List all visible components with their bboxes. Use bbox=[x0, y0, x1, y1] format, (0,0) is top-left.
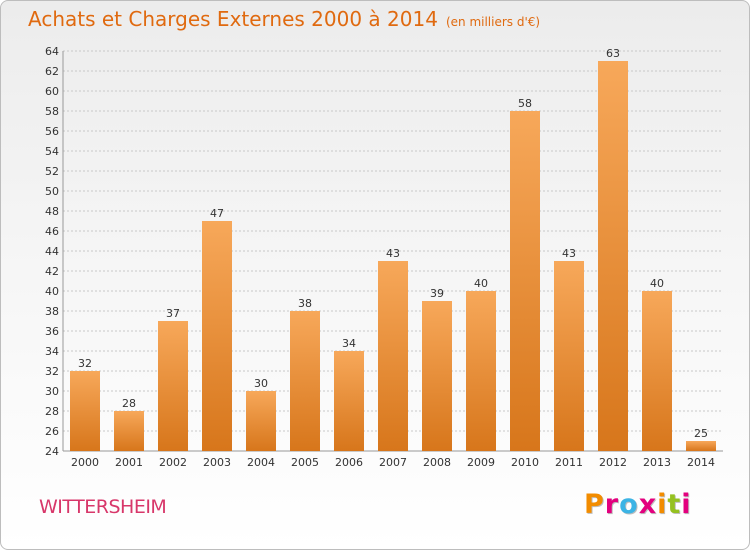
y-tick-label: 42 bbox=[45, 265, 59, 278]
x-tick-label: 2013 bbox=[643, 456, 671, 469]
x-tick-label: 2001 bbox=[115, 456, 143, 469]
x-tick-label: 2012 bbox=[599, 456, 627, 469]
data-label: 37 bbox=[166, 307, 180, 320]
data-label: 43 bbox=[386, 247, 400, 260]
data-label: 40 bbox=[474, 277, 488, 290]
bar bbox=[378, 261, 408, 451]
chart-title: Achats et Charges Externes 2000 à 2014 (e… bbox=[28, 7, 540, 31]
brand-letter: i bbox=[657, 489, 668, 520]
bar bbox=[158, 321, 188, 451]
y-tick-label: 56 bbox=[45, 125, 59, 138]
data-label: 43 bbox=[562, 247, 576, 260]
y-tick-label: 24 bbox=[45, 445, 59, 458]
brand-letter: i bbox=[681, 489, 692, 520]
bar bbox=[202, 221, 232, 451]
x-tick-label: 2000 bbox=[71, 456, 99, 469]
y-tick-label: 36 bbox=[45, 325, 59, 338]
y-tick-label: 28 bbox=[45, 405, 59, 418]
bar bbox=[642, 291, 672, 451]
x-tick-label: 2002 bbox=[159, 456, 187, 469]
brand-letter: t bbox=[667, 489, 682, 520]
data-label: 63 bbox=[606, 47, 620, 60]
bar bbox=[246, 391, 276, 451]
bar bbox=[686, 441, 716, 451]
bars bbox=[70, 61, 716, 451]
x-tick-label: 2005 bbox=[291, 456, 319, 469]
y-tick-label: 46 bbox=[45, 225, 59, 238]
data-label: 32 bbox=[78, 357, 92, 370]
bar bbox=[422, 301, 452, 451]
x-tick-label: 2008 bbox=[423, 456, 451, 469]
y-tick-label: 62 bbox=[45, 65, 59, 78]
y-tick-label: 30 bbox=[45, 385, 59, 398]
location-label: WITTERSHEIM bbox=[39, 496, 167, 518]
brand-letter: o bbox=[619, 489, 639, 520]
brand-letter: r bbox=[604, 489, 620, 520]
axes: 24 26 28 30 32 34 36 38 40 42 44 46 48 50 52 54 56 58 60 62… bbox=[45, 45, 723, 469]
bar bbox=[466, 291, 496, 451]
y-tick-label: 54 bbox=[45, 145, 59, 158]
chart-unit-label: (en milliers d'€) bbox=[445, 15, 541, 29]
bar bbox=[290, 311, 320, 451]
bar bbox=[114, 411, 144, 451]
bar bbox=[70, 371, 100, 451]
x-tick-label: 2006 bbox=[335, 456, 363, 469]
bar bbox=[334, 351, 364, 451]
data-label: 39 bbox=[430, 287, 444, 300]
data-label: 58 bbox=[518, 97, 532, 110]
y-tick-label: 48 bbox=[45, 205, 59, 218]
y-tick-label: 26 bbox=[45, 425, 59, 438]
y-tick-label: 32 bbox=[45, 365, 59, 378]
chart-title-text: Achats et Charges Externes 2000 à 2014 bbox=[28, 7, 438, 31]
bar bbox=[510, 111, 540, 451]
x-tick-label: 2007 bbox=[379, 456, 407, 469]
data-label: 25 bbox=[694, 427, 708, 440]
data-labels: 32 28 37 47 30 38 34 43 39 40 58 43 63 40 25 bbox=[78, 47, 708, 440]
data-label: 47 bbox=[210, 207, 224, 220]
y-tick-label: 38 bbox=[45, 305, 59, 318]
data-label: 30 bbox=[254, 377, 268, 390]
bar bbox=[598, 61, 628, 451]
x-tick-label: 2011 bbox=[555, 456, 583, 469]
brand-letter: P bbox=[584, 489, 605, 520]
y-tick-label: 40 bbox=[45, 285, 59, 298]
x-tick-label: 2004 bbox=[247, 456, 275, 469]
y-tick-label: 50 bbox=[45, 185, 59, 198]
brand-letter: x bbox=[638, 489, 658, 520]
x-tick-label: 2009 bbox=[467, 456, 495, 469]
y-tick-label: 52 bbox=[45, 165, 59, 178]
x-tick-label: 2003 bbox=[203, 456, 231, 469]
y-tick-label: 58 bbox=[45, 105, 59, 118]
data-label: 38 bbox=[298, 297, 312, 310]
bar bbox=[554, 261, 584, 451]
data-label: 40 bbox=[650, 277, 664, 290]
brand-logo: Proxiti bbox=[584, 489, 692, 520]
y-tick-label: 64 bbox=[45, 45, 59, 58]
y-tick-label: 44 bbox=[45, 245, 59, 258]
y-tick-label: 60 bbox=[45, 85, 59, 98]
data-label: 34 bbox=[342, 337, 356, 350]
data-label: 28 bbox=[122, 397, 136, 410]
x-tick-label: 2010 bbox=[511, 456, 539, 469]
x-tick-label: 2014 bbox=[687, 456, 715, 469]
y-tick-label: 34 bbox=[45, 345, 59, 358]
